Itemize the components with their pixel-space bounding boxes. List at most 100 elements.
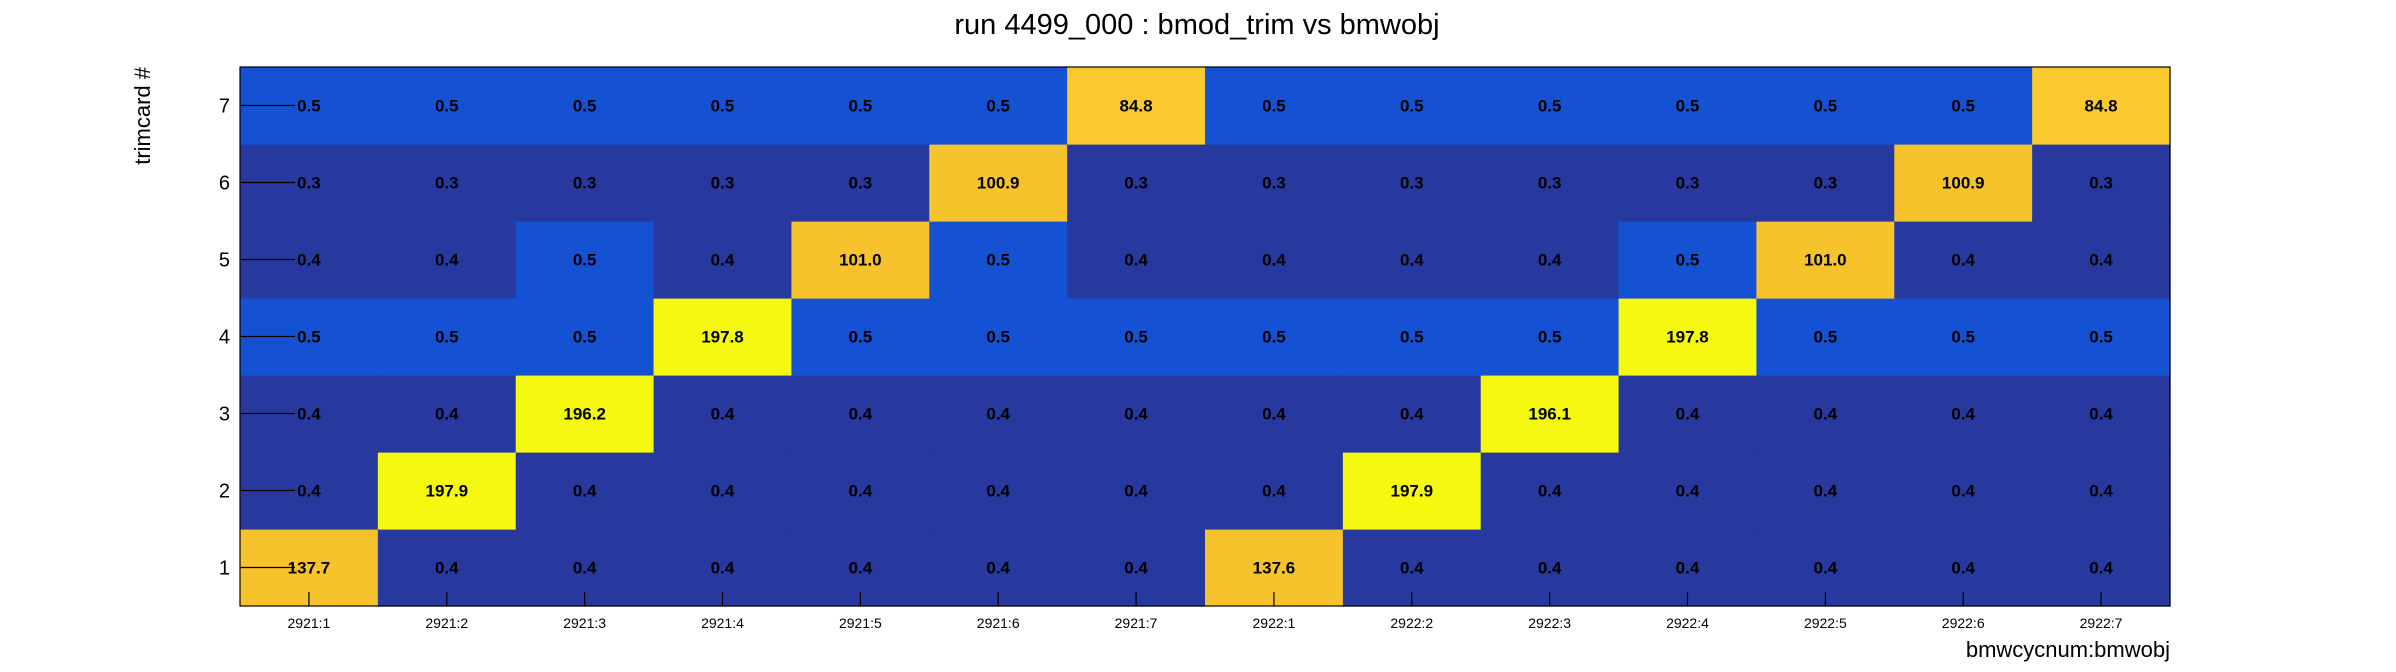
heatmap-cell-4-2921:7: [1067, 298, 1206, 376]
cell-value-label: 0.5: [986, 97, 1010, 116]
cell-value-label: 0.4: [2089, 405, 2113, 424]
heatmap-cell-6-2922:6: [1894, 144, 2033, 222]
heatmap-cell-7-2921:2: [377, 67, 517, 145]
cell-value-label: 0.4: [2089, 251, 2113, 270]
cell-value-label: 0.4: [986, 482, 1010, 501]
heatmap-cell-4-2922:7: [2032, 298, 2171, 376]
heatmap-cell-5-2921:5: [791, 221, 930, 299]
heatmap-cell-5-2922:2: [1342, 221, 1482, 299]
cell-value-label: 0.5: [1951, 328, 1975, 347]
heatmap-cell-4-2922:1: [1205, 298, 1344, 376]
heatmap-cell-5-2922:6: [1894, 221, 2033, 299]
heatmap-cell-3-2921:5: [791, 375, 930, 453]
cell-value-label: 0.4: [573, 482, 597, 501]
heatmap-cell-3-2922:2: [1342, 375, 1482, 453]
heatmap-cell-5-2921:7: [1067, 221, 1206, 299]
cell-value-label: 0.3: [297, 174, 321, 193]
y-tick-label: 7: [219, 96, 230, 118]
x-tick-label: 2922:5: [1804, 615, 1847, 631]
cell-value-label: 0.4: [2089, 559, 2113, 578]
heatmap-cell-6-2922:2: [1342, 144, 1482, 222]
heatmap-cell-2-2922:3: [1480, 452, 1620, 530]
heatmap-cell-6-2922:1: [1205, 144, 1344, 222]
cell-value-label: 101.0: [839, 251, 882, 270]
heatmap-cell-3-2922:6: [1894, 375, 2033, 453]
cell-value-label: 84.8: [2085, 97, 2118, 116]
cell-value-label: 0.5: [849, 97, 873, 116]
cell-value-label: 0.3: [1676, 174, 1700, 193]
x-tick-label: 2922:6: [1942, 615, 1985, 631]
cell-value-label: 0.4: [1676, 482, 1700, 501]
x-tick-label: 2922:4: [1666, 615, 1709, 631]
cell-value-label: 0.4: [435, 251, 459, 270]
cell-value-label: 0.5: [573, 251, 597, 270]
heatmap-cell-7-2922:7: [2032, 67, 2171, 145]
cell-value-label: 0.4: [986, 405, 1010, 424]
heatmap-cell-4-2922:2: [1342, 298, 1482, 376]
x-tick-label: 2921:5: [839, 615, 882, 631]
heatmap-cell-2-2921:4: [653, 452, 793, 530]
cell-value-label: 0.4: [297, 251, 321, 270]
heatmap-cell-7-2921:5: [791, 67, 930, 145]
cell-value-label: 100.9: [1942, 174, 1985, 193]
heatmap-cell-4-2921:5: [791, 298, 930, 376]
cell-value-label: 0.5: [986, 328, 1010, 347]
cell-value-label: 0.4: [1676, 405, 1700, 424]
heatmap-cell-5-2922:3: [1480, 221, 1620, 299]
heatmap-cell-3-2922:7: [2032, 375, 2171, 453]
cell-value-label: 0.4: [2089, 482, 2113, 501]
x-tick-label: 2921:4: [701, 615, 744, 631]
cell-value-label: 137.7: [288, 559, 331, 578]
cell-value-label: 0.4: [711, 559, 735, 578]
heatmap-cell-6-2921:2: [377, 144, 517, 222]
cell-value-label: 0.5: [849, 328, 873, 347]
heatmap-cell-2-2921:6: [929, 452, 1068, 530]
cell-value-label: 0.4: [1262, 251, 1286, 270]
cell-value-label: 0.4: [849, 559, 873, 578]
heatmap-cell-2-2922:4: [1618, 452, 1758, 530]
cell-value-label: 0.4: [573, 559, 597, 578]
cell-value-label: 0.5: [1400, 97, 1424, 116]
x-tick-label: 2921:2: [425, 615, 468, 631]
cell-value-label: 0.5: [1951, 97, 1975, 116]
y-axis-title: trimcard #: [130, 66, 155, 165]
heatmap-cell-2-2922:5: [1756, 452, 1895, 530]
heatmap-cell-2-2921:5: [791, 452, 930, 530]
cell-value-label: 0.4: [1951, 251, 1975, 270]
heatmap-cell-4-2921:4: [653, 298, 793, 376]
heatmap-cell-3-2922:1: [1205, 375, 1344, 453]
heatmap-cells: [240, 67, 2171, 607]
heatmap-cell-7-2921:3: [515, 67, 655, 145]
heatmap-cell-5-2922:4: [1618, 221, 1758, 299]
heatmap-cell-6-2922:3: [1480, 144, 1620, 222]
heatmap-cell-7-2922:2: [1342, 67, 1482, 145]
cell-value-label: 0.4: [1262, 405, 1286, 424]
heatmap-cell-labels: 137.7 0.4 0.4 0.4 0.4 0.4 0.4 137.6 0.4 0.4 0.4 0.4…: [288, 97, 2118, 578]
heatmap-cell-5-2921:4: [653, 221, 793, 299]
heatmap-cell-5-2921:3: [515, 221, 655, 299]
cell-value-label: 0.5: [2089, 328, 2113, 347]
heatmap-cell-3-2921:3: [515, 375, 655, 453]
heatmap-cell-6-2921:5: [791, 144, 930, 222]
heatmap-cell-7-2922:1: [1205, 67, 1344, 145]
y-tick-label: 2: [219, 481, 230, 503]
cell-value-label: 0.3: [849, 174, 873, 193]
heatmap-cell-2-2921:7: [1067, 452, 1206, 530]
heatmap-cell-4-2922:5: [1756, 298, 1895, 376]
cell-value-label: 84.8: [1120, 97, 1153, 116]
heatmap-cell-4-2922:6: [1894, 298, 2033, 376]
heatmap-cell-3-2921:7: [1067, 375, 1206, 453]
cell-value-label: 0.5: [711, 97, 735, 116]
heatmap-cell-5-2922:5: [1756, 221, 1895, 299]
cell-value-label: 0.3: [1262, 174, 1286, 193]
heatmap-cell-6-2922:7: [2032, 144, 2171, 222]
cell-value-label: 0.4: [1538, 482, 1562, 501]
heatmap-cell-7-2921:7: [1067, 67, 1206, 145]
cell-value-label: 0.5: [1676, 251, 1700, 270]
heatmap-cell-4-2922:3: [1480, 298, 1620, 376]
cell-value-label: 0.4: [1814, 482, 1838, 501]
cell-value-label: 0.3: [2089, 174, 2113, 193]
cell-value-label: 0.4: [297, 405, 321, 424]
heatmap-cell-4-2921:3: [515, 298, 655, 376]
cell-value-label: 197.8: [1666, 328, 1709, 347]
